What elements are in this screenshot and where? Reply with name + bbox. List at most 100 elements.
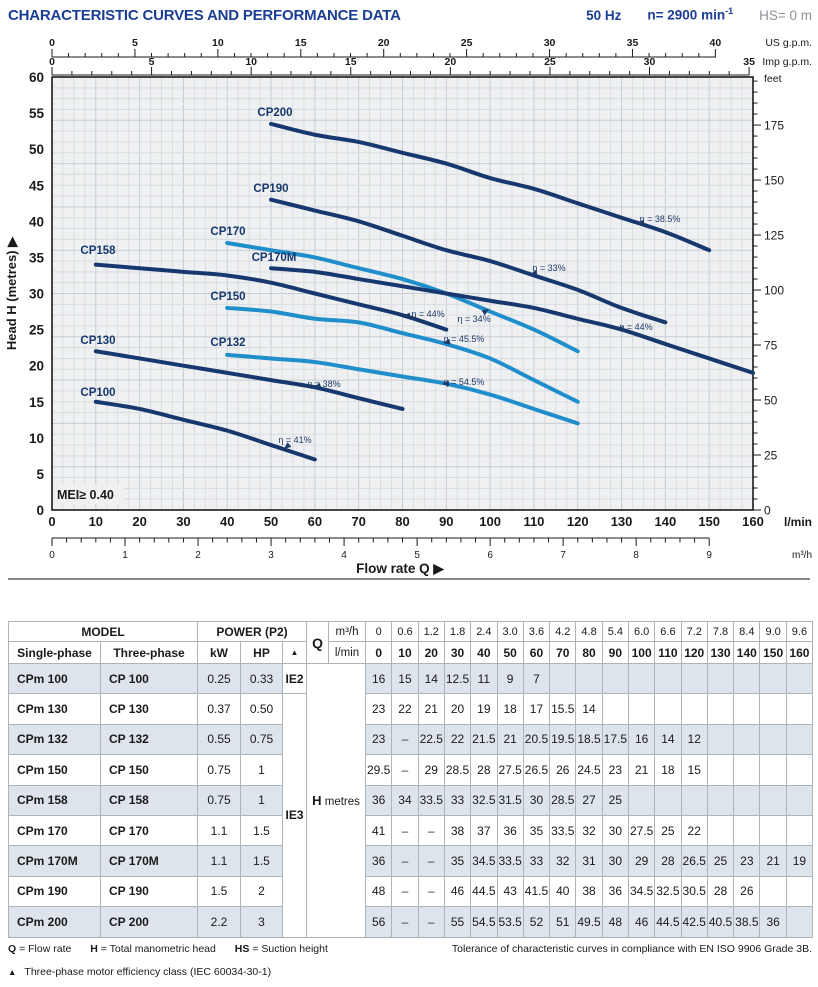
page-title: CHARACTERISTIC CURVES AND PERFORMANCE DA…: [8, 6, 401, 24]
header-m3h-value: 7.8: [706, 621, 735, 642]
head-value: [706, 723, 735, 756]
efficiency-label: η = 41%: [278, 435, 312, 449]
axis-label: 20: [378, 37, 390, 49]
head-value: 16: [627, 723, 656, 756]
head-value: 34.5: [627, 875, 656, 908]
header-efficiency-triangle-icon: ▲: [281, 641, 308, 664]
axis-label: 30: [29, 287, 44, 302]
head-value: 7: [522, 662, 551, 695]
axis-label: 80: [395, 514, 409, 529]
axis-label: η = 54.5%: [444, 377, 485, 387]
head-value: [759, 814, 787, 847]
axis-label: 175: [764, 119, 784, 133]
header-lmin-value: 20: [417, 641, 445, 664]
head-value: 18.5: [575, 723, 603, 756]
axis-label: 100: [479, 514, 501, 529]
head-value: 12: [680, 723, 708, 756]
head-value: 25: [654, 814, 682, 847]
head-value: 44.5: [470, 875, 498, 908]
power-hp-value: 1: [240, 754, 283, 786]
head-value: 33.5: [549, 814, 577, 847]
head-value: 12.5: [443, 662, 472, 695]
power-hp-value: 3: [240, 906, 283, 938]
head-value: –: [417, 875, 445, 908]
head-value: [733, 723, 761, 756]
head-value: 49.5: [575, 906, 603, 938]
axis-label: 40: [29, 214, 44, 229]
power-hp-value: 1.5: [240, 845, 283, 877]
table-row: CPm 170M CP 170M 1.1 1.5 36– –35 34.5 33.5 33 32 3…: [8, 845, 814, 877]
header-m3h-value: 9.6: [785, 621, 814, 642]
page-header: CHARACTERISTIC CURVES AND PERFORMANCE DA…: [8, 6, 812, 24]
head-value: 32.5: [654, 875, 682, 908]
head-value: [654, 693, 682, 725]
head-value: 38.5: [733, 906, 761, 938]
axis-feet: 0 25 50 75 100 125 150 175 feet: [753, 73, 784, 518]
head-value: 30.5: [680, 875, 708, 908]
head-value: 54.5: [470, 906, 498, 938]
header-lmin-value: 140: [733, 641, 761, 664]
head-value: 11: [470, 662, 498, 695]
head-value: 28: [706, 875, 735, 908]
head-value: [627, 784, 656, 816]
lmin-unit-label: l/min: [784, 515, 812, 529]
curve-CP130: [93, 349, 405, 411]
curve-label-CP200: CP200: [257, 107, 292, 119]
axis-label: 0: [36, 503, 44, 518]
curve-label-CP100: CP100: [80, 387, 115, 399]
axis-label: η = 44%: [619, 322, 652, 332]
mei-label-background: [54, 485, 124, 504]
power-kw-value: 0.55: [197, 723, 241, 756]
model-three-phase: CP 150: [100, 754, 198, 786]
header-lmin-unit: l/min: [328, 641, 367, 664]
head-value: 23: [733, 845, 761, 877]
axis-label: 10: [212, 37, 224, 49]
axis-imp-gpm: 0 5 10 15 20 25 30 35 Imp g.p.m.: [49, 56, 812, 76]
head-value: [706, 754, 735, 786]
head-value: 16: [365, 662, 393, 695]
power-hp-value: 0.50: [240, 693, 283, 725]
head-value: 35: [443, 845, 472, 877]
head-value: 48: [365, 875, 393, 908]
head-value: 32: [549, 845, 577, 877]
head-value: [680, 662, 708, 695]
head-value: 30: [522, 784, 551, 816]
head-value: 9: [496, 662, 524, 695]
head-value: 30: [601, 814, 629, 847]
head-value: 23: [365, 693, 393, 725]
model-single-phase: CPm 132: [8, 723, 101, 756]
power-kw-value: 2.2: [197, 906, 241, 938]
curve-label-CP170M: CP170M: [252, 252, 297, 264]
head-value: 30: [601, 845, 629, 877]
axis-label: 5: [149, 56, 155, 68]
axis-label: 25: [544, 56, 556, 68]
axis-label: 20: [445, 56, 457, 68]
curve-CP190: [269, 197, 668, 325]
axis-label: 0: [49, 550, 55, 561]
head-value: 36: [496, 814, 524, 847]
header-lmin-value: 150: [759, 641, 787, 664]
header-m3h-value: 6.6: [654, 621, 682, 642]
curve-label-CP132: CP132: [210, 337, 245, 349]
power-hp-value: 1: [240, 784, 283, 816]
performance-curves-chart: 0 5 10 15 20 25 30 35 40 US g.p.m.0 5 10 15 20 25 30 35 I…: [4, 37, 812, 580]
head-value: 35: [522, 814, 551, 847]
head-value: 36: [365, 784, 393, 816]
legend-q: Q = Flow rate: [8, 943, 72, 955]
header-lmin-value: 10: [391, 641, 419, 664]
head-value: 17: [522, 693, 551, 725]
axis-label: 15: [29, 395, 45, 410]
head-value: 14: [417, 662, 445, 695]
power-kw-value: 0.75: [197, 754, 241, 786]
model-single-phase: CPm 170: [8, 814, 101, 847]
axis-label: 10: [89, 514, 103, 529]
model-single-phase: CPm 170M: [8, 845, 101, 877]
head-value: 19: [785, 845, 814, 877]
curve-label-CP150: CP150: [210, 291, 245, 303]
header-lmin-value: 60: [522, 641, 551, 664]
header-lmin-value: 110: [654, 641, 682, 664]
head-value: 38: [443, 814, 472, 847]
head-value: 40.5: [706, 906, 735, 938]
head-value: 41: [365, 814, 393, 847]
